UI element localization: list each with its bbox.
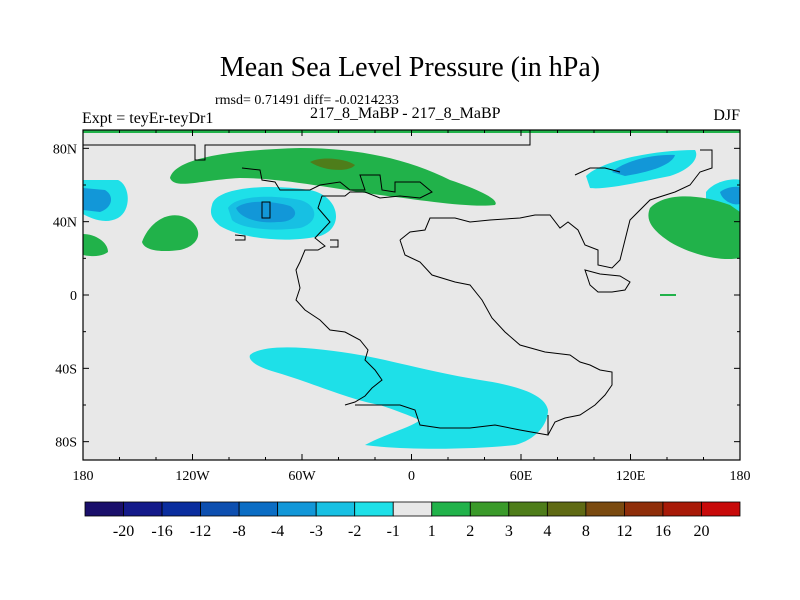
y-tick-label: 40N — [53, 216, 77, 231]
coastline-4 — [355, 404, 549, 436]
colorbar-label: 16 — [655, 523, 671, 540]
colorbar-label: 12 — [616, 523, 632, 540]
coastline-7 — [584, 269, 631, 293]
coastline-6 — [399, 239, 613, 436]
colorbar-label: -1 — [387, 523, 400, 540]
x-tick-label: 0 — [408, 469, 415, 484]
colorbar-swatch — [200, 501, 240, 517]
period-label: 217_8_MaBP - 217_8_MaBP — [310, 105, 501, 122]
colorbar-swatch — [277, 501, 317, 517]
x-tick-label: 180 — [73, 469, 94, 484]
coastline-5 — [399, 149, 713, 269]
colorbar-label: -12 — [190, 523, 211, 540]
colorbar-label: -4 — [271, 523, 284, 540]
colorbar-swatch — [354, 501, 394, 517]
colorbar-label: -8 — [232, 523, 245, 540]
stats-text: rmsd= 0.71491 diff= -0.0214233 — [215, 93, 399, 108]
chart-title: Mean Sea Level Pressure (in hPa) — [219, 52, 601, 83]
colorbar-swatch — [123, 501, 163, 517]
y-tick-label: 0 — [70, 289, 77, 304]
colorbar: -20 -16 -12 -8 -4 -3 -2 -1 1 2 3 4 8 12 16 20 — [84, 501, 741, 540]
colorbar-swatch — [662, 501, 702, 517]
arctic-green-region — [170, 148, 496, 206]
colorbar-swatch — [624, 501, 664, 517]
colorbar-swatch — [431, 501, 471, 517]
y-tick-label: 80S — [55, 436, 77, 451]
coastline-layer — [83, 130, 713, 436]
colorbar-swatch — [84, 501, 124, 517]
colorbar-swatch — [238, 501, 279, 517]
y-tick-label: 40S — [55, 362, 77, 377]
x-tick-label: 120E — [616, 469, 646, 484]
n-pacific-core-region — [236, 201, 296, 223]
pacific-w-blue-region — [83, 188, 112, 212]
siberia-blue-region — [612, 154, 675, 176]
colorbar-swatch — [701, 501, 741, 517]
x-tick-label: 60E — [510, 469, 533, 484]
pacific-w-green-region — [83, 234, 108, 257]
colorbar-label: -2 — [348, 523, 361, 540]
colorbar-label: 20 — [693, 523, 709, 540]
coastline-2 — [261, 201, 271, 219]
colorbar-swatch — [546, 501, 587, 517]
colorbar-label: 3 — [505, 523, 513, 540]
axis-layer: 180 120W 60W 0 60E 120E 180 80N 40N 0 40S 80S — [53, 129, 751, 484]
colorbar-swatch — [161, 501, 201, 517]
ne-asia-green-region — [648, 196, 740, 260]
colorbar-label: 2 — [466, 523, 474, 540]
colorbar-label: 8 — [582, 523, 590, 540]
season-label: DJF — [713, 107, 740, 124]
ne-asia-blue-region — [720, 186, 740, 205]
small-green-dash-region — [660, 294, 676, 296]
s-ocean-cyan-region — [249, 347, 548, 449]
coastline-3 — [330, 239, 339, 248]
y-tick-label: 80N — [53, 142, 77, 157]
x-tick-label: 60W — [288, 469, 316, 484]
colorbar-label: 1 — [428, 523, 436, 540]
colorbar-swatch — [315, 501, 356, 517]
coastline-9 — [574, 167, 621, 176]
x-tick-label: 120W — [175, 469, 210, 484]
experiment-label: Expt = teyEr-teyDr1 — [82, 110, 214, 127]
coastline-0 — [83, 130, 531, 161]
colorbar-swatch — [585, 501, 625, 517]
anomaly-layer — [83, 148, 740, 449]
colorbar-swatch — [469, 501, 510, 517]
x-tick-label: 180 — [730, 469, 751, 484]
colorbar-swatch — [508, 501, 548, 517]
pacific-mid-green-region — [142, 215, 199, 252]
colorbar-label: 4 — [543, 523, 551, 540]
colorbar-label: -3 — [310, 523, 323, 540]
arctic-olive-region — [310, 158, 355, 170]
colorbar-label: -20 — [113, 523, 134, 540]
coastline-8 — [234, 234, 246, 241]
coastline-1 — [241, 167, 433, 406]
colorbar-label: -16 — [151, 523, 172, 540]
colorbar-swatch — [392, 501, 433, 517]
